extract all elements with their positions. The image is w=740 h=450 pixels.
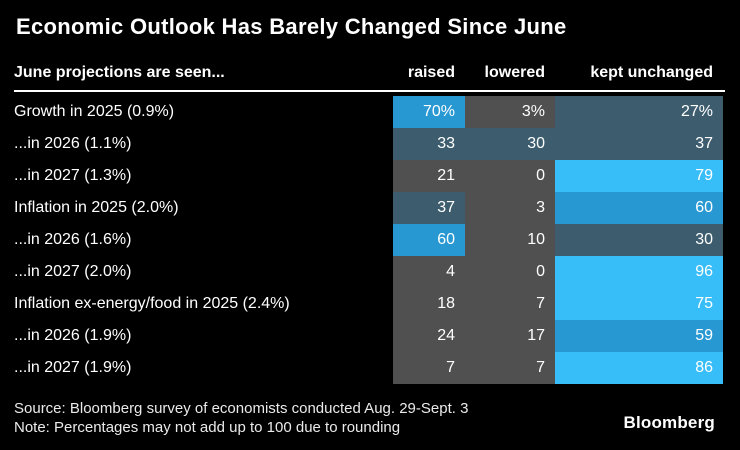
table-row: ...in 2027 (2.0%) 4 0 96 [14,256,723,288]
row-label: ...in 2027 (2.0%) [14,263,132,280]
table-row: Inflation ex-energy/food in 2025 (2.4%) … [14,288,723,320]
cell-lowered: 0 [465,160,555,192]
row-label: ...in 2026 (1.6%) [14,231,132,248]
table-header-row: June projections are seen... raised lowe… [14,63,723,83]
row-label: Inflation ex-energy/food in 2025 (2.4%) [14,295,290,312]
column-header-lowered: lowered [484,64,545,81]
cell-kept-unchanged: 30 [555,224,723,256]
cell-kept-unchanged: 59 [555,320,723,352]
row-label: ...in 2027 (1.9%) [14,359,132,376]
row-label: ...in 2026 (1.9%) [14,327,132,344]
cell-kept-unchanged: 37 [555,128,723,160]
bloomberg-logo: Bloomberg [623,413,715,432]
cell-raised: 21 [393,160,465,192]
row-label: Inflation in 2025 (2.0%) [14,199,179,216]
cell-kept-unchanged: 27% [555,96,723,128]
cell-raised: 18 [393,288,465,320]
cell-lowered: 10 [465,224,555,256]
cell-raised: 33 [393,128,465,160]
table-row: ...in 2027 (1.3%) 21 0 79 [14,160,723,192]
header-divider [14,90,725,92]
table-row: ...in 2026 (1.6%) 60 10 30 [14,224,723,256]
cell-raised: 70% [393,96,465,128]
cell-lowered: 17 [465,320,555,352]
note-text: Note: Percentages may not add up to 100 … [14,419,401,436]
cell-lowered: 7 [465,352,555,384]
cell-kept-unchanged: 75 [555,288,723,320]
cell-kept-unchanged: 60 [555,192,723,224]
cell-kept-unchanged: 86 [555,352,723,384]
header-row-label: June projections are seen... [14,64,225,81]
row-label: ...in 2027 (1.3%) [14,167,132,184]
cell-lowered: 7 [465,288,555,320]
table-row: Growth in 2025 (0.9%) 70% 3% 27% [14,96,723,128]
table-row: ...in 2027 (1.9%) 7 7 86 [14,352,723,384]
row-label: Growth in 2025 (0.9%) [14,103,175,120]
cell-lowered: 30 [465,128,555,160]
cell-raised: 24 [393,320,465,352]
cell-kept-unchanged: 79 [555,160,723,192]
cell-raised: 4 [393,256,465,288]
heatmap-table: Growth in 2025 (0.9%) 70% 3% 27% ...in 2… [14,96,723,384]
cell-lowered: 3 [465,192,555,224]
cell-lowered: 0 [465,256,555,288]
table-row: ...in 2026 (1.1%) 33 30 37 [14,128,723,160]
column-header-raised: raised [407,64,455,81]
table-row: Inflation in 2025 (2.0%) 37 3 60 [14,192,723,224]
cell-lowered: 3% [465,96,555,128]
cell-raised: 7 [393,352,465,384]
column-header-kept-unchanged: kept unchanged [590,64,713,81]
source-text: Source: Bloomberg survey of economists c… [14,400,469,417]
cell-raised: 37 [393,192,465,224]
cell-raised: 60 [393,224,465,256]
chart-title: Economic Outlook Has Barely Changed Sinc… [16,14,567,39]
row-label: ...in 2026 (1.1%) [14,135,132,152]
table-row: ...in 2026 (1.9%) 24 17 59 [14,320,723,352]
cell-kept-unchanged: 96 [555,256,723,288]
